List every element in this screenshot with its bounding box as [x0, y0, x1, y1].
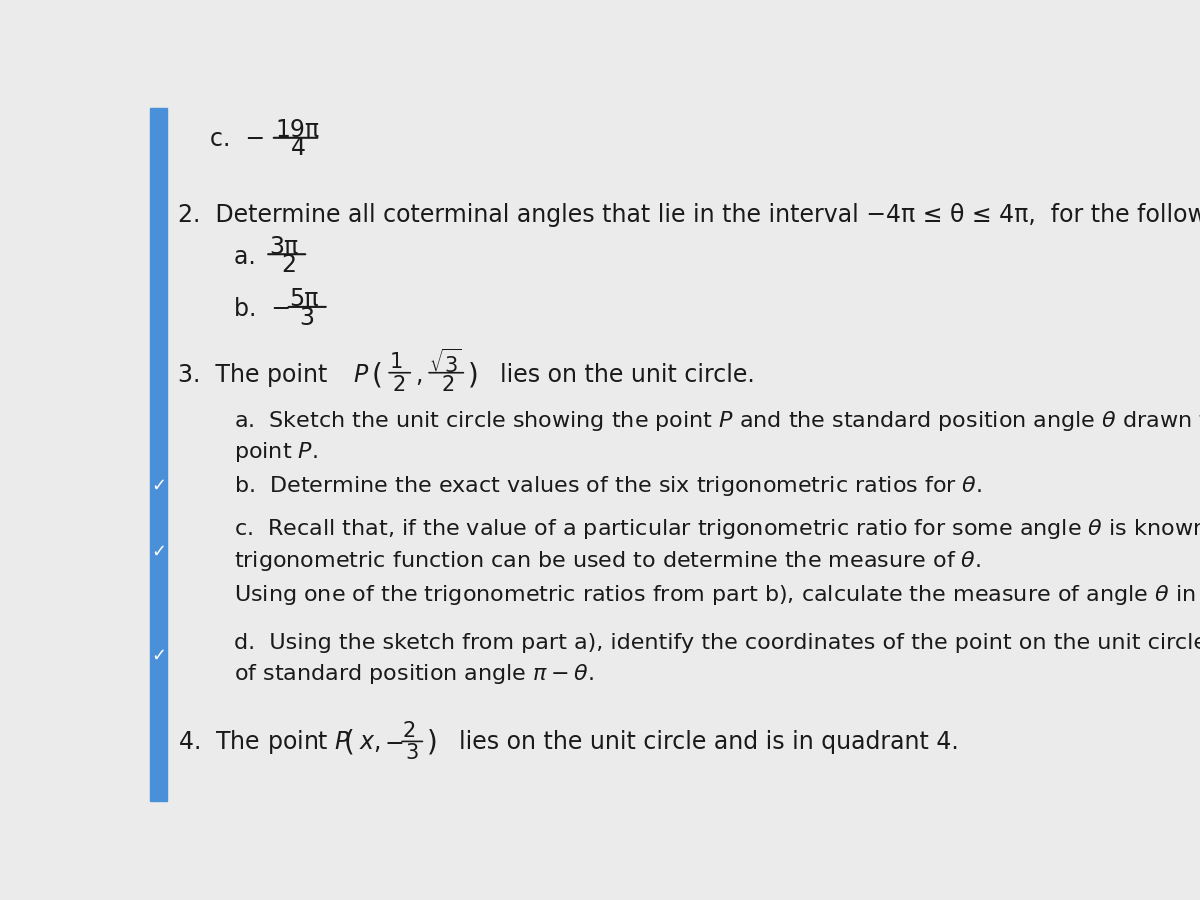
Text: $)$: $)$ [467, 360, 478, 390]
Text: b.  −: b. − [234, 297, 290, 321]
Text: 2: 2 [403, 721, 416, 741]
Text: lies on the unit circle.: lies on the unit circle. [485, 363, 755, 387]
Text: c.  −: c. − [210, 127, 265, 151]
Text: 4.  The point $P$: 4. The point $P$ [178, 728, 350, 756]
Text: c.  Recall that, if the value of a particular trigonometric ratio for some angle: c. Recall that, if the value of a partic… [234, 518, 1200, 541]
Text: 1: 1 [390, 352, 403, 373]
Text: a.: a. [234, 245, 270, 269]
Text: $-$: $-$ [384, 730, 403, 754]
Text: 3π: 3π [269, 235, 299, 258]
Text: b.  Determine the exact values of the six trigonometric ratios for $\theta$.: b. Determine the exact values of the six… [234, 473, 982, 498]
Text: ✓: ✓ [151, 543, 166, 561]
Text: $x,$: $x,$ [359, 730, 380, 754]
Text: 4: 4 [290, 136, 306, 160]
Text: trigonometric function can be used to determine the measure of $\theta$.: trigonometric function can be used to de… [234, 548, 980, 572]
Text: 3.  The point: 3. The point [178, 363, 335, 387]
Text: $P$: $P$ [353, 363, 368, 387]
Text: Using one of the trigonometric ratios from part b), calculate the measure of ang: Using one of the trigonometric ratios fr… [234, 583, 1200, 608]
Text: lies on the unit circle and is in quadrant 4.: lies on the unit circle and is in quadra… [444, 730, 959, 754]
Text: 2: 2 [392, 374, 406, 394]
Text: 19π: 19π [276, 118, 319, 142]
Text: a.  Sketch the unit circle showing the point $P$ and the standard position angle: a. Sketch the unit circle showing the po… [234, 410, 1200, 433]
Text: $\sqrt{3}$: $\sqrt{3}$ [430, 348, 462, 376]
Text: d.  Using the sketch from part a), identify the coordinates of the point on the : d. Using the sketch from part a), identi… [234, 633, 1200, 653]
Text: 2: 2 [442, 374, 455, 394]
Text: $($: $($ [371, 360, 382, 390]
Text: 2.  Determine all coterminal angles that lie in the interval −4π ≤ θ ≤ 4π,  for : 2. Determine all coterminal angles that … [178, 203, 1200, 228]
Text: ✓: ✓ [151, 477, 166, 495]
Text: $)$: $)$ [426, 727, 437, 757]
Bar [150, 108, 167, 801]
Text: 3: 3 [406, 743, 419, 763]
Text: $($: $($ [343, 727, 354, 757]
Text: of standard position angle $\pi - \theta$.: of standard position angle $\pi - \theta… [234, 662, 593, 686]
Text: point $P$.: point $P$. [234, 440, 318, 464]
Text: 5π: 5π [289, 287, 319, 311]
Text: ✓: ✓ [151, 646, 166, 664]
Text: ,: , [415, 363, 422, 387]
Text: 3: 3 [300, 306, 314, 330]
Text: 2: 2 [281, 253, 296, 277]
